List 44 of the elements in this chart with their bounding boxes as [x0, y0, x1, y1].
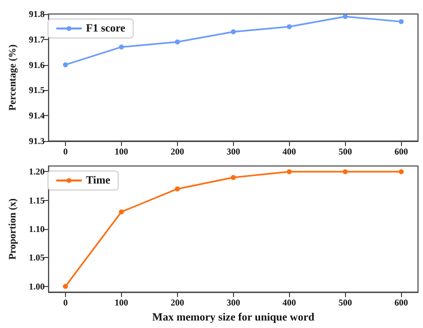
- point: [286, 169, 292, 174]
- point: [342, 14, 348, 20]
- point: [230, 29, 236, 34]
- legend-label: Time: [86, 174, 110, 186]
- y-tick-label: 91.6: [28, 60, 46, 70]
- point: [118, 44, 124, 50]
- point: [342, 169, 348, 174]
- point: [118, 209, 124, 214]
- y-tick-label: 1.05: [28, 252, 46, 263]
- y-tick-label: 91.8: [28, 9, 46, 19]
- point: [398, 19, 404, 24]
- x-tick-label: 100: [114, 146, 129, 156]
- y-tick-label: 1.15: [28, 195, 46, 206]
- legend-label: F1 score: [86, 22, 126, 34]
- y-tick-label: 91.4: [28, 110, 46, 121]
- x-axis-title: Max memory size for unique word: [152, 312, 314, 324]
- x-tick-label: 300: [226, 146, 241, 156]
- x-tick-label: 300: [226, 298, 241, 308]
- x-tick-label: 600: [394, 146, 408, 156]
- x-tick-label: 500: [338, 298, 352, 308]
- y-tick-label: 91.5: [28, 85, 46, 96]
- point: [62, 284, 68, 289]
- point: [398, 169, 404, 174]
- x-tick-label: 200: [170, 298, 185, 308]
- x-tick-label: 400: [282, 298, 297, 308]
- point: [230, 174, 236, 180]
- y-axis-title: Proportion (x): [8, 198, 18, 260]
- point: [174, 186, 180, 192]
- point: [174, 39, 180, 44]
- x-tick-label: 0: [63, 298, 68, 308]
- x-tick-label: 500: [338, 146, 352, 156]
- point: [286, 24, 292, 30]
- x-tick-label: 400: [282, 146, 297, 156]
- y-tick-label: 91.3: [28, 136, 46, 146]
- y-axis-title: Percentage (%): [8, 44, 18, 111]
- point: [62, 62, 68, 68]
- y-tick-label: 1.20: [28, 166, 46, 177]
- x-tick-label: 600: [394, 298, 408, 308]
- y-tick-label: 1.10: [28, 224, 46, 234]
- y-tick-label: 91.7: [28, 34, 46, 44]
- x-tick-label: 0: [63, 146, 68, 156]
- x-tick-label: 100: [114, 298, 129, 308]
- x-tick-label: 200: [170, 146, 185, 156]
- y-tick-label: 1.00: [28, 281, 46, 292]
